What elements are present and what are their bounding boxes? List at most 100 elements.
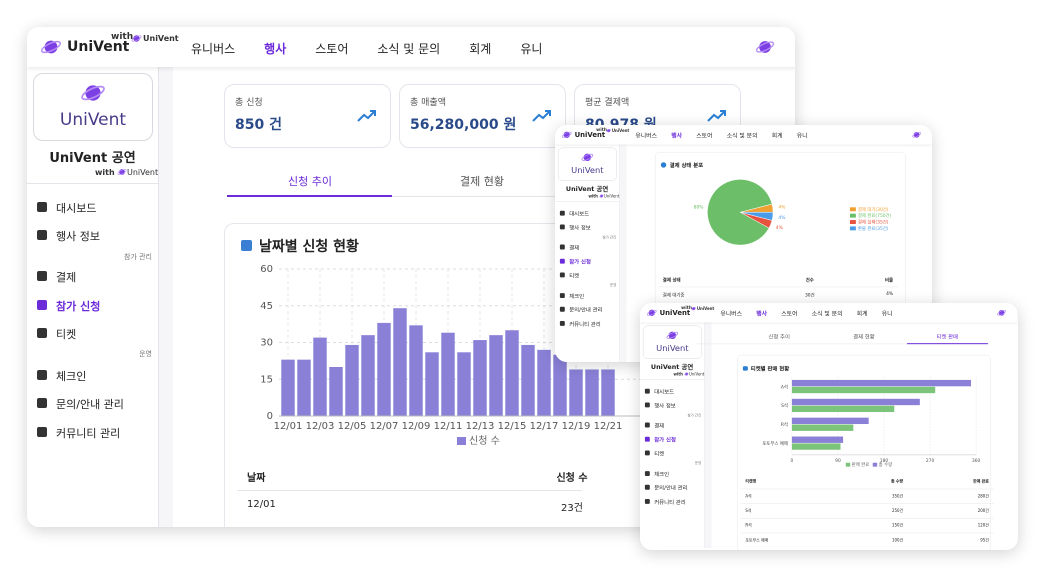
logo-text: UniVent [59,110,127,130]
bar [791,398,920,406]
sidebar-item[interactable]: 결제 [56,271,77,284]
menu-icon [644,436,650,442]
table-cell: 150건 [892,523,904,528]
logo-ring [912,132,922,138]
logo-ring [599,194,604,198]
nav-item[interactable]: 행사 [671,132,683,140]
section-label: 참가 관리 [687,413,702,418]
sidebar-item[interactable]: 티켓 [569,272,580,279]
sidebar-item[interactable]: 문의/안내 관리 [56,398,124,411]
tab[interactable]: 신청 추이 [768,333,790,340]
nav-item[interactable]: 스토어 [781,310,798,318]
stat-value: 56,280,000 원 [410,117,517,133]
nav-item[interactable]: 회계 [469,42,492,56]
section-label: 운영 [609,283,617,288]
bar [473,340,487,416]
nav-item[interactable]: 행사 [756,310,768,318]
trend-arrow [545,110,551,116]
logo-ring [561,131,572,138]
nav-item[interactable]: 유니버스 [720,310,743,318]
partner-name: UniVent [611,128,630,133]
sidebar-item[interactable]: 참가 신청 [569,258,591,266]
logo-card: UniVent [33,73,153,141]
logo-icon [40,40,62,54]
sidebar-item[interactable]: 문의/안내 관리 [569,306,603,314]
sidebar-item[interactable]: 문의/안내 관리 [654,484,688,492]
logo-icon [81,85,105,101]
brand-name[interactable]: UniVent [67,39,130,55]
sidebar-item[interactable]: 행사 정보 [56,230,100,243]
table-header: 신청 수 [556,473,588,484]
sidebar-item[interactable]: 대시보드 [569,210,590,218]
nav-item[interactable]: 소식 및 문의 [377,42,441,56]
logo-icon [691,307,697,311]
sidebar-item[interactable]: 결제 [569,244,580,251]
sidebar-item[interactable]: 대시보드 [56,202,97,215]
section-label: 참가 관리 [124,253,152,261]
menu-icon [559,258,565,264]
legend-label: 결제 완료(750건) [858,212,892,219]
table-cell: R석 [745,523,752,528]
nav-item[interactable]: 유니버스 [191,42,236,56]
menu-icon [559,210,565,216]
logo-icon [606,129,612,133]
nav-item[interactable]: 유니 [520,42,543,56]
x-tick-label: 12/21 [594,421,623,432]
tab[interactable]: 결제 현황 [853,333,875,340]
sidebar-item[interactable]: 행사 정보 [569,224,591,231]
legend-swatch [457,437,466,445]
x-tick-label: 12/05 [338,421,367,432]
legend-label: 환불 완료(35건) [858,225,889,232]
nav-item[interactable]: 회계 [771,132,783,140]
brand-name[interactable]: UniVent [574,130,606,139]
bar [489,335,503,416]
tab[interactable]: 티켓 판매 [936,333,959,340]
tab[interactable]: 신청 추이 [288,175,332,188]
table-cell: 250건 [892,508,904,514]
nav-item[interactable]: 스토어 [696,132,713,140]
table-cell: 23건 [561,503,583,514]
nav-item[interactable]: 유니 [796,132,808,140]
menu-icon [559,321,565,326]
nav-item[interactable]: 스토어 [315,42,349,56]
stat-card: 총 매출액 56,280,000 원 [399,84,566,148]
sidebar-item[interactable]: 커뮤니티 관리 [654,499,686,506]
sidebar-item[interactable]: 참가 신청 [654,436,676,444]
logo-icon [131,35,142,42]
legend-label: 총 수량 [879,461,893,468]
sidebar-item[interactable]: 참가 신청 [56,300,101,313]
logo-ring [997,310,1007,316]
chart-title: 결제 상태 분포 [669,162,704,169]
section-label: 운영 [139,350,152,358]
sidebar-item[interactable]: 티켓 [654,450,665,457]
stat-label: 총 신청 [235,98,263,108]
legend-swatch [849,207,856,212]
sidebar-item[interactable]: 커뮤니티 관리 [56,427,121,440]
brand-name[interactable]: UniVent [659,308,691,317]
sidebar-item[interactable]: 체크인 [56,370,87,383]
sidebar-item[interactable]: 행사 정보 [654,402,676,409]
menu-icon [37,202,47,212]
tab[interactable]: 결제 현황 [460,175,504,188]
menu-icon [37,230,47,240]
nav-item[interactable]: 유니 [881,310,893,318]
sidebar-item[interactable]: 대시보드 [654,388,675,396]
menu-icon [559,244,565,250]
sidebar-item[interactable]: 결제 [654,422,665,429]
sidebar-item[interactable]: 커뮤니티 관리 [569,321,601,328]
sidebar-item[interactable]: 티켓 [56,328,77,341]
x-tick-label: 12/01 [274,421,303,432]
logo-text: UniVent [571,165,604,176]
nav-item[interactable]: 소식 및 문의 [811,310,843,318]
nav-item[interactable]: 회계 [856,310,868,318]
nav-item[interactable]: 행사 [264,42,287,56]
logo-ring [117,169,127,175]
trend-arrow [370,110,376,116]
sidebar-item[interactable]: 체크인 [569,293,585,300]
nav-item[interactable]: 유니버스 [635,132,658,140]
divider [27,183,158,184]
nav-item[interactable]: 소식 및 문의 [726,132,758,140]
sidebar-item[interactable]: 체크인 [654,471,670,478]
